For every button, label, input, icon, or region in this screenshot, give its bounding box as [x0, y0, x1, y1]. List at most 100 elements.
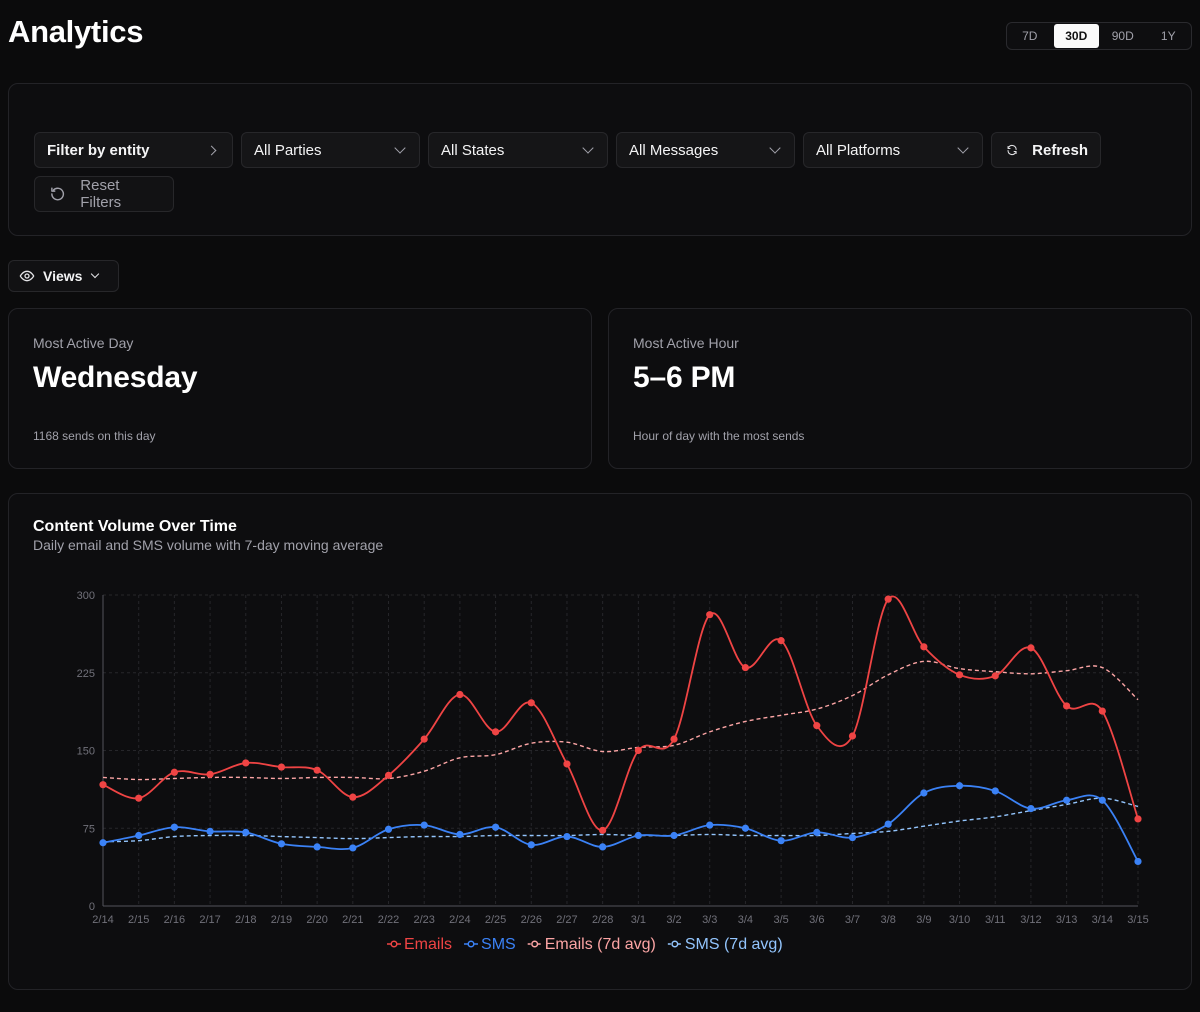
data-point-sms [527, 841, 535, 849]
x-tick-label: 3/14 [1092, 914, 1113, 926]
x-tick-label: 3/13 [1056, 914, 1077, 926]
data-point-emails [206, 770, 214, 778]
x-tick-label: 2/18 [235, 914, 256, 926]
data-point-sms [491, 823, 500, 831]
data-point-sms [420, 821, 428, 829]
data-point-emails [706, 611, 714, 619]
entity-filter-button[interactable]: Filter by entity [34, 132, 233, 168]
data-point-sms [991, 787, 999, 795]
data-point-sms [277, 840, 286, 848]
most-active-day-value: Wednesday [33, 361, 198, 394]
x-tick-label: 2/22 [378, 914, 399, 926]
data-point-emails [527, 699, 535, 707]
y-tick-label: 225 [77, 668, 95, 680]
data-point-sms [920, 789, 928, 797]
data-point-sms [349, 844, 357, 852]
x-tick-label: 2/23 [413, 914, 434, 926]
data-point-emails [991, 672, 999, 680]
data-point-sms [884, 820, 892, 828]
x-tick-label: 2/24 [449, 914, 470, 926]
x-tick-label: 3/15 [1127, 914, 1148, 926]
x-tick-label: 3/3 [702, 914, 717, 926]
y-tick-label: 150 [77, 746, 95, 758]
data-point-sms [135, 831, 143, 840]
y-tick-label: 0 [89, 901, 95, 913]
y-tick-label: 75 [83, 823, 95, 835]
x-tick-label: 3/6 [809, 914, 824, 926]
messages-select[interactable]: All Messages [616, 132, 795, 168]
messages-select-label: All Messages [629, 141, 719, 159]
range-1y-button[interactable]: 1Y [1160, 29, 1176, 43]
data-point-emails [420, 735, 428, 743]
data-point-sms [599, 843, 607, 851]
range-30d-button[interactable]: 30D [1053, 24, 1099, 48]
data-point-sms [1027, 804, 1035, 813]
most-active-hour-sub: Hour of day with the most sends [633, 429, 805, 443]
most-active-day-label: Most Active Day [33, 335, 134, 351]
data-point-sms [242, 828, 250, 836]
time-range-selector: 7D 30D 90D 1Y [1006, 22, 1192, 50]
data-point-emails [99, 781, 107, 789]
data-point-emails [384, 771, 393, 779]
legend-label-emails: Emails [404, 936, 452, 953]
x-tick-label: 3/12 [1020, 914, 1041, 926]
x-tick-label: 3/2 [666, 914, 681, 926]
data-point-sms [1134, 857, 1142, 866]
refresh-button-label: Refresh [1032, 141, 1088, 159]
data-point-emails [920, 643, 928, 651]
chevron-down-icon [957, 141, 969, 154]
reset-filters-button[interactable]: Reset Filters [34, 176, 174, 212]
reset-filters-label: Reset Filters [80, 177, 122, 211]
data-point-emails [670, 735, 678, 743]
chart-subtitle: Daily email and SMS volume with 7-day mo… [33, 537, 384, 553]
legend-label-sms: SMS [481, 936, 516, 953]
data-point-sms [170, 823, 178, 831]
series-line-sms_avg [102, 797, 1139, 843]
views-label: Views [43, 268, 83, 284]
states-select[interactable]: All States [428, 132, 608, 168]
eye-icon [19, 270, 35, 282]
most-active-day-sub: 1168 sends on this day [33, 429, 156, 443]
x-tick-label: 3/7 [845, 914, 860, 926]
data-point-emails [1027, 644, 1035, 652]
x-tick-label: 3/4 [738, 914, 753, 926]
data-point-emails [456, 690, 464, 699]
data-point-emails [1134, 815, 1142, 823]
x-tick-label: 3/9 [916, 914, 931, 926]
data-point-sms [848, 833, 857, 842]
x-tick-label: 3/5 [773, 914, 788, 926]
most-active-hour-label: Most Active Hour [633, 335, 739, 351]
data-point-emails [349, 793, 357, 801]
content-volume-chart-card: Content Volume Over Time Daily email and… [8, 493, 1192, 990]
x-tick-label: 2/20 [306, 914, 327, 926]
data-point-emails [242, 759, 250, 767]
range-7d-button[interactable]: 7D [1022, 29, 1038, 43]
legend-label-sms_avg: SMS (7d avg) [685, 936, 783, 953]
chart-title: Content Volume Over Time [33, 518, 237, 535]
data-point-emails [884, 595, 892, 603]
parties-select[interactable]: All Parties [241, 132, 420, 168]
most-active-hour-card: Most Active Hour 5–6 PM Hour of day with… [608, 308, 1192, 469]
x-tick-label: 2/14 [92, 914, 113, 926]
data-point-sms [563, 832, 571, 841]
content-volume-chart: 0 75 150 225 300 2/14 2/15 2/16 2/17 2/18 2/19 2/20… [77, 590, 1149, 953]
x-tick-label: 2/16 [164, 914, 185, 926]
range-90d-button[interactable]: 90D [1111, 29, 1134, 43]
data-point-emails [848, 732, 857, 740]
platforms-select[interactable]: All Platforms [803, 132, 983, 168]
chevron-down-icon [769, 141, 781, 154]
refresh-button[interactable]: Refresh [991, 132, 1101, 168]
x-tick-label: 2/15 [128, 914, 149, 926]
views-dropdown[interactable]: Views [8, 260, 119, 292]
legend-marker-emails_avg [531, 940, 539, 948]
legend-marker-sms_avg [671, 940, 679, 948]
most-active-hour-value: 5–6 PM [633, 361, 736, 394]
data-point-emails [741, 663, 750, 672]
data-point-emails [491, 728, 500, 736]
data-point-sms [1098, 796, 1106, 804]
data-point-sms [634, 831, 642, 840]
data-point-sms [384, 825, 393, 833]
x-tick-label: 2/19 [271, 914, 292, 926]
series-line-emails_avg [102, 660, 1139, 781]
data-point-emails [563, 760, 571, 768]
